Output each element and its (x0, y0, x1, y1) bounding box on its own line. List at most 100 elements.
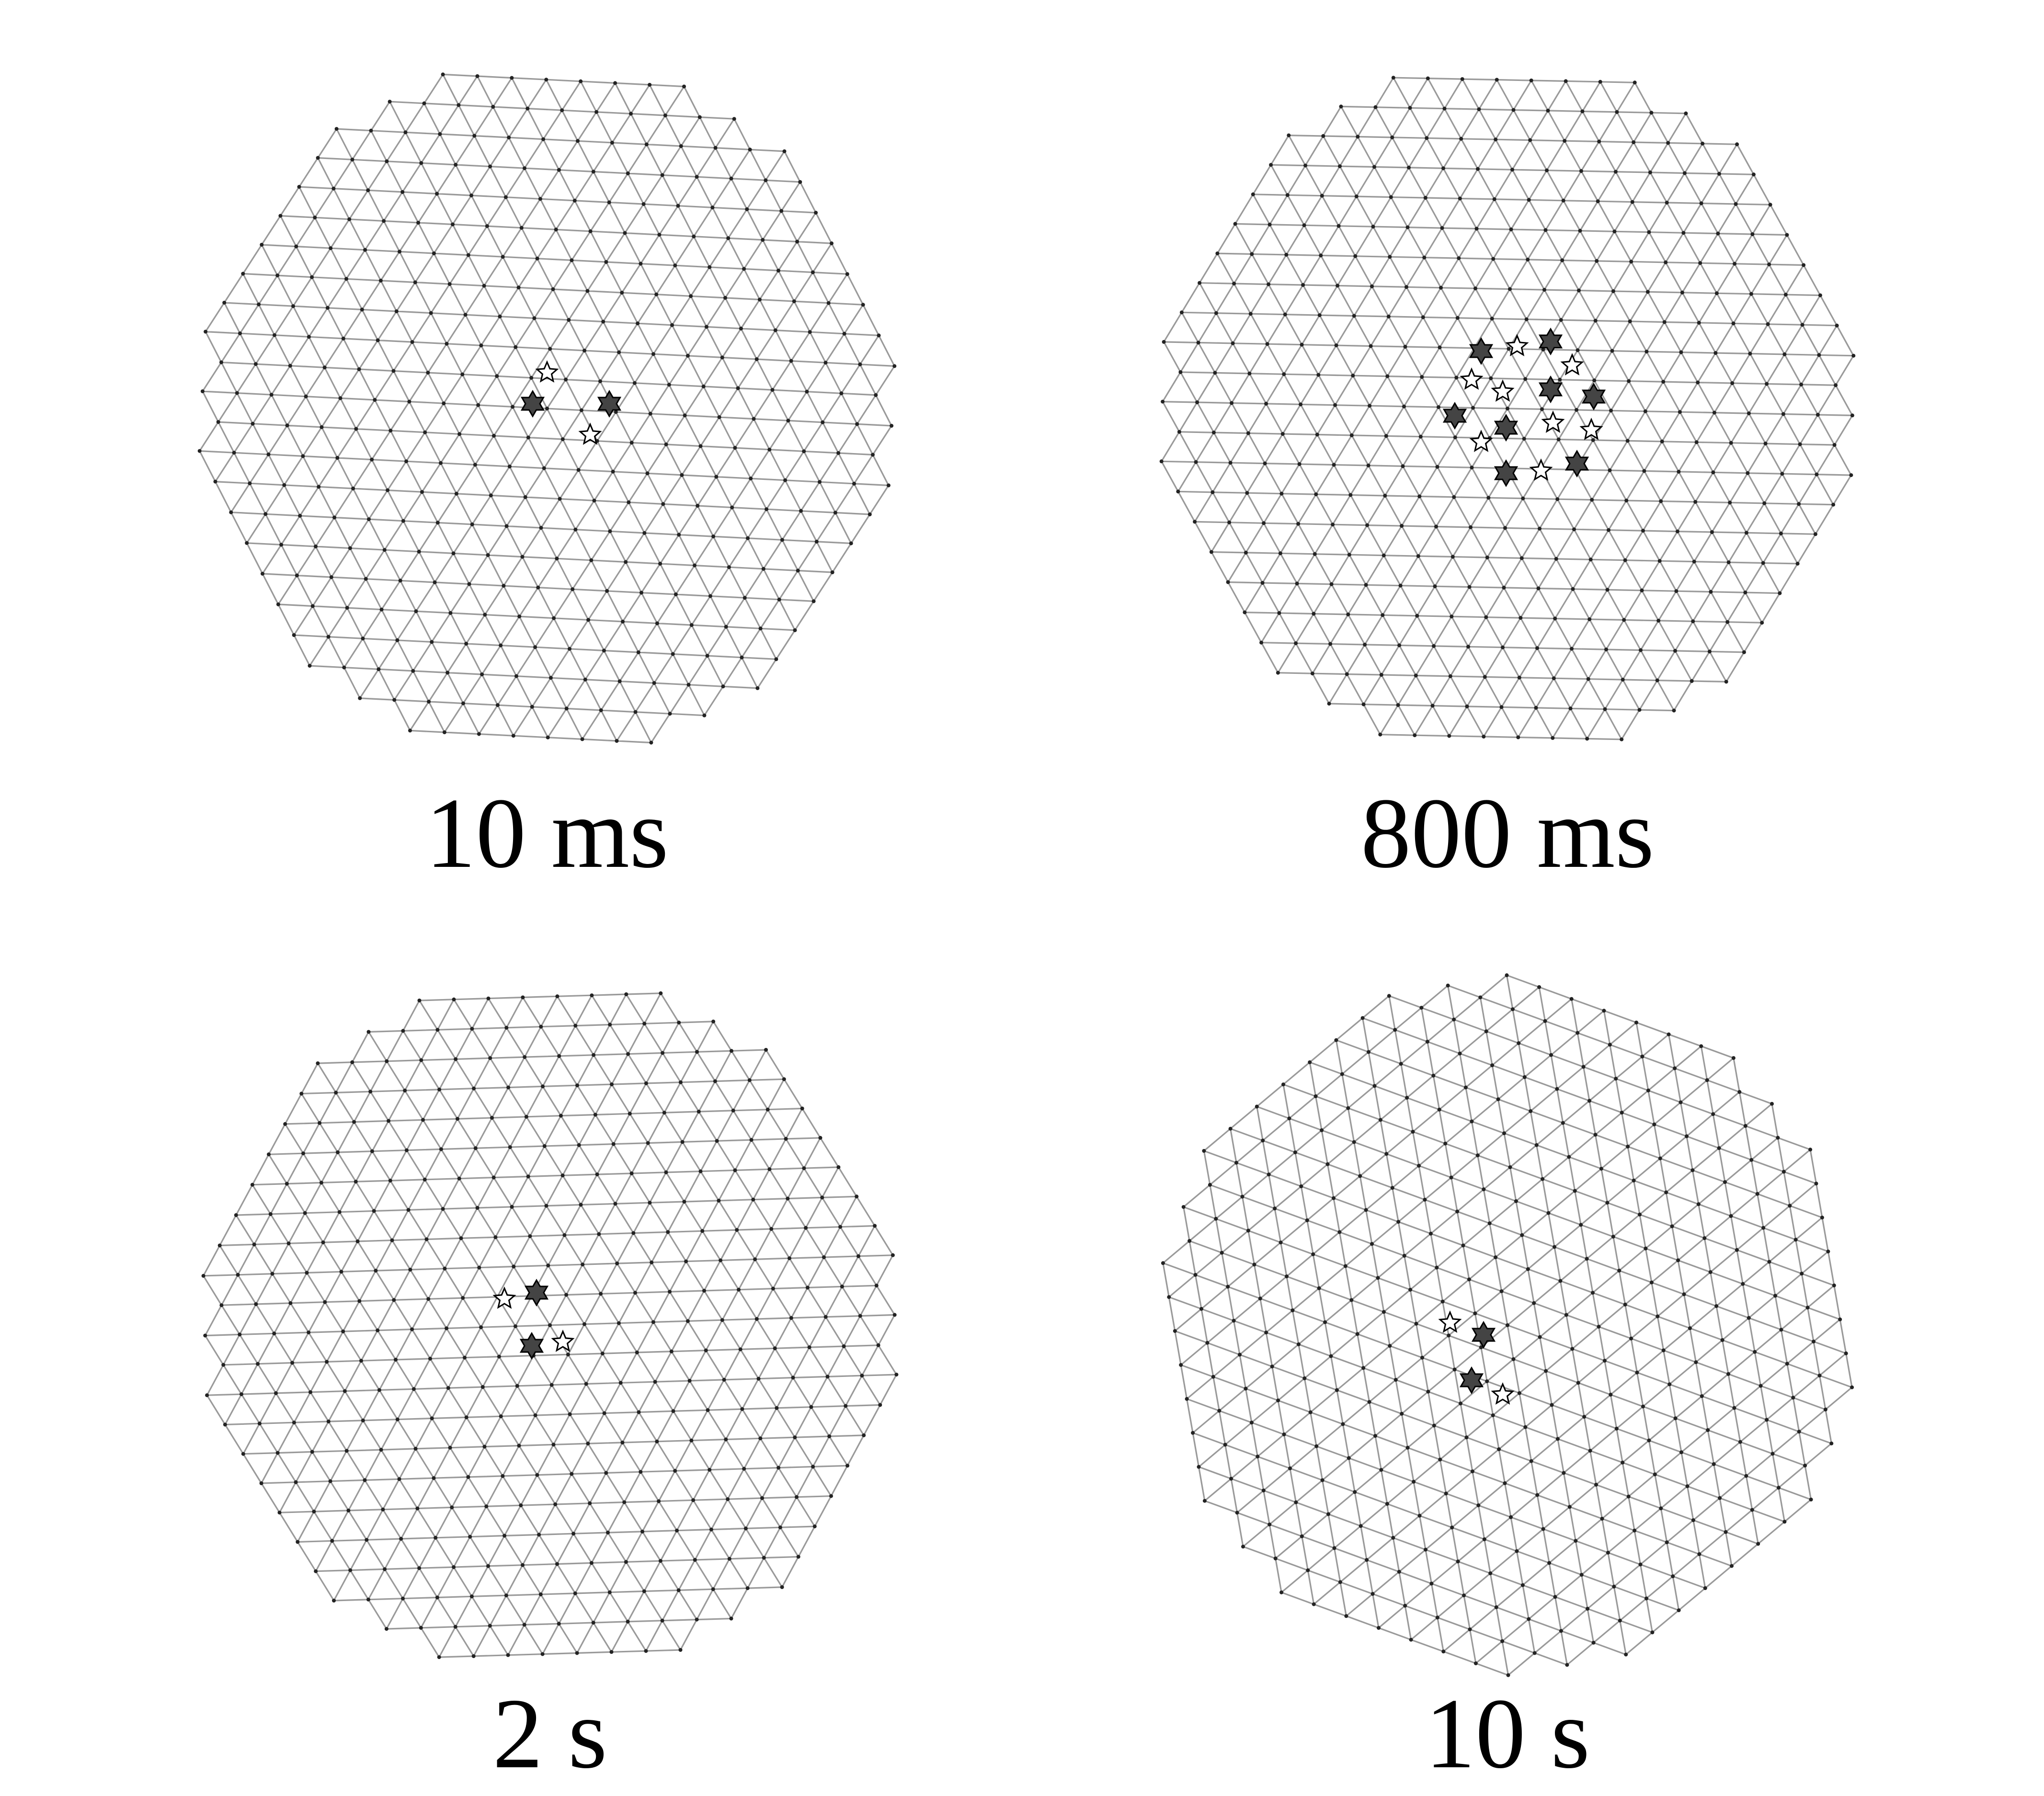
node (1524, 317, 1529, 321)
node (1516, 735, 1520, 739)
node (1244, 1387, 1248, 1391)
node (1494, 1605, 1498, 1609)
node (1389, 195, 1393, 199)
node (401, 1596, 405, 1601)
node (290, 1361, 295, 1365)
node (786, 1196, 790, 1201)
node (1829, 1441, 1834, 1445)
node (1209, 550, 1213, 554)
node (1723, 1180, 1727, 1184)
node (536, 585, 540, 590)
node (1590, 498, 1594, 502)
node (1520, 1233, 1524, 1237)
defect-light (1505, 334, 1529, 356)
node (695, 175, 699, 179)
node (442, 401, 446, 406)
node (581, 1262, 585, 1267)
node (651, 352, 655, 356)
node (748, 148, 752, 152)
node (1365, 523, 1370, 527)
node (217, 1243, 222, 1248)
node (1442, 106, 1447, 111)
node (796, 1555, 800, 1559)
node (1294, 641, 1298, 646)
panel-label: 2 s (492, 1678, 607, 1789)
node (519, 226, 524, 230)
node (546, 1263, 550, 1268)
node (1226, 580, 1230, 584)
node (1385, 1502, 1389, 1506)
node (1576, 1381, 1580, 1385)
node (1490, 317, 1494, 321)
node (845, 1464, 850, 1468)
node (486, 1564, 490, 1568)
node (451, 551, 456, 556)
node (1747, 1316, 1751, 1320)
node (1517, 1391, 1521, 1395)
node (328, 1479, 332, 1483)
node (519, 1503, 523, 1508)
node (1402, 1254, 1406, 1258)
node (1609, 1393, 1613, 1397)
node (1662, 320, 1667, 324)
node (796, 568, 800, 573)
node (623, 231, 627, 235)
node (576, 468, 581, 472)
node (541, 1084, 545, 1089)
node (1241, 1545, 1245, 1549)
node (742, 267, 746, 271)
node (1337, 1230, 1342, 1234)
node (358, 696, 362, 700)
node (833, 511, 837, 515)
node (1613, 170, 1618, 174)
defect-dark (1494, 413, 1519, 442)
node (659, 991, 663, 995)
node (1438, 1457, 1442, 1462)
node (1535, 646, 1539, 650)
node (511, 405, 515, 409)
node (1238, 1353, 1242, 1357)
node (700, 1229, 705, 1233)
node (354, 1180, 358, 1184)
node (708, 265, 712, 269)
node (624, 1560, 628, 1564)
node (391, 369, 396, 373)
node (1506, 1673, 1510, 1677)
node (564, 377, 568, 382)
node (1529, 1459, 1533, 1463)
node (377, 1388, 381, 1392)
node (1210, 490, 1215, 494)
node (1803, 1464, 1807, 1468)
node (1832, 443, 1837, 447)
node (855, 422, 859, 426)
node (1315, 432, 1319, 437)
node (1547, 1561, 1552, 1565)
node (1517, 1041, 1521, 1046)
mesh-nodes (201, 991, 899, 1660)
node (338, 396, 343, 400)
node (248, 481, 252, 486)
node (320, 425, 324, 429)
node (240, 1392, 243, 1397)
node (1744, 531, 1748, 535)
node (729, 1616, 733, 1621)
node (1737, 1090, 1742, 1094)
node (1685, 1134, 1689, 1138)
node (892, 364, 897, 368)
node (874, 1284, 879, 1288)
node (1638, 1562, 1643, 1567)
node (1348, 493, 1353, 497)
node (1484, 1029, 1488, 1034)
node (1640, 588, 1644, 592)
node (1617, 1269, 1621, 1273)
node (1320, 1478, 1325, 1482)
node (1632, 140, 1636, 144)
node (278, 214, 283, 218)
node (382, 548, 387, 552)
node (1482, 1187, 1486, 1192)
node (1755, 1192, 1759, 1196)
node (1509, 227, 1513, 231)
node (443, 1266, 447, 1271)
node (722, 1377, 726, 1382)
node (1761, 561, 1765, 565)
